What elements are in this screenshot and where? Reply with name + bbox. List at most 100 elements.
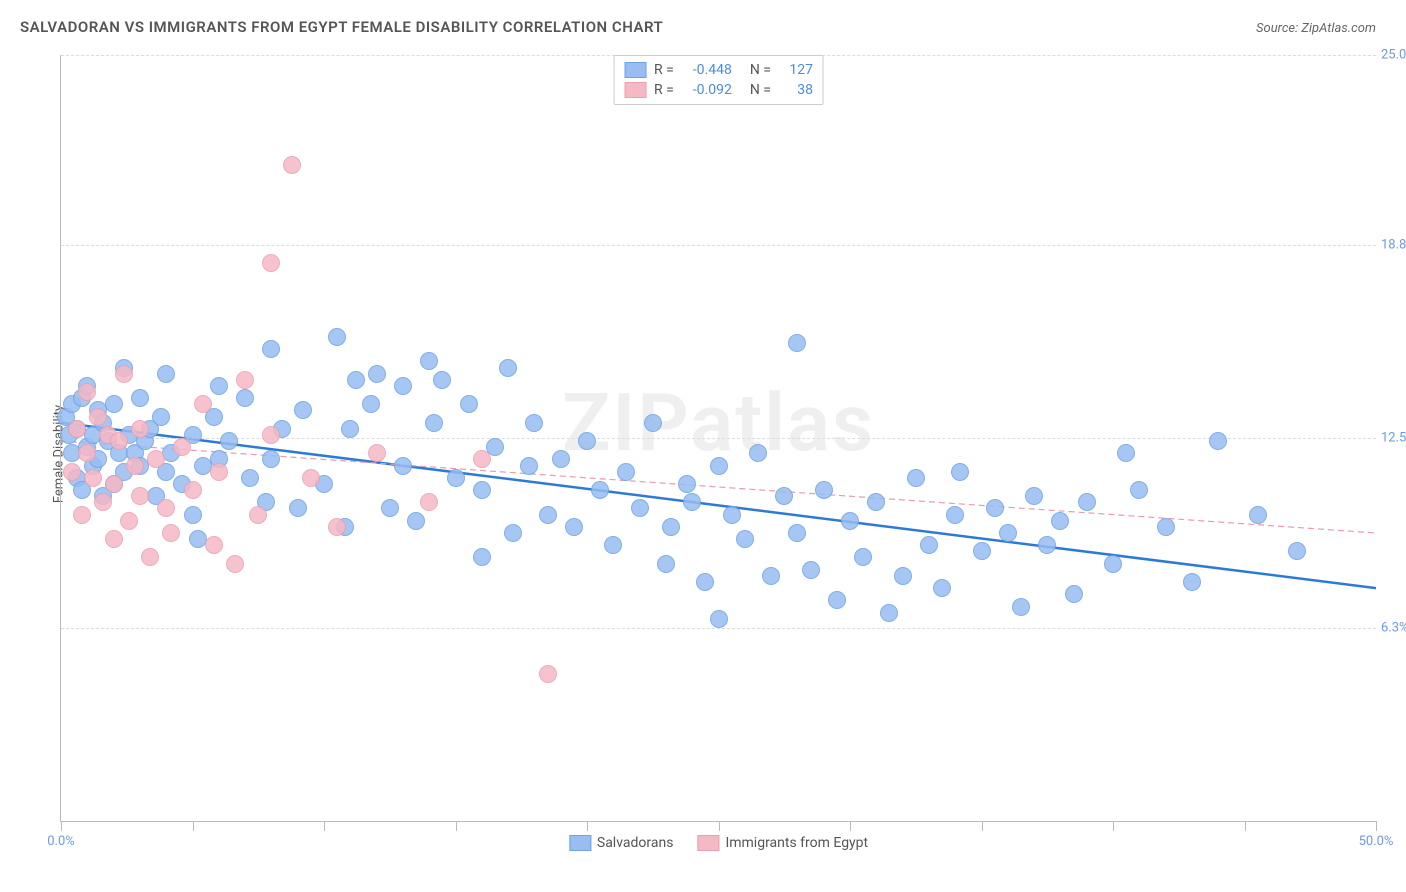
gridline xyxy=(61,628,1376,629)
gridline xyxy=(61,245,1376,246)
x-tick-label: 0.0% xyxy=(47,834,75,849)
data-point xyxy=(723,506,741,524)
data-point xyxy=(94,493,112,511)
data-point xyxy=(173,438,191,456)
data-point xyxy=(394,457,412,475)
data-point xyxy=(194,395,212,413)
data-point xyxy=(262,254,280,272)
data-point xyxy=(226,555,244,573)
data-point xyxy=(420,493,438,511)
data-point xyxy=(644,414,662,432)
data-point xyxy=(328,328,346,346)
legend-n-value: 127 xyxy=(779,62,813,78)
data-point xyxy=(525,414,543,432)
data-point xyxy=(907,469,925,487)
data-point xyxy=(131,487,149,505)
data-point xyxy=(262,340,280,358)
data-point xyxy=(828,591,846,609)
legend-r-value: -0.448 xyxy=(682,62,732,78)
data-point xyxy=(347,371,365,389)
data-point xyxy=(473,548,491,566)
data-point xyxy=(867,493,885,511)
data-point xyxy=(736,530,754,548)
data-point xyxy=(1130,481,1148,499)
legend-n-label: N = xyxy=(750,82,771,98)
data-point xyxy=(368,444,386,462)
data-point xyxy=(1051,512,1069,530)
data-point xyxy=(210,463,228,481)
data-point xyxy=(84,469,102,487)
data-point xyxy=(362,395,380,413)
data-point xyxy=(1038,536,1056,554)
x-tick xyxy=(850,821,851,831)
data-point xyxy=(105,530,123,548)
source-label: Source: ZipAtlas.com xyxy=(1256,21,1376,36)
y-tick-label: 6.3% xyxy=(1381,620,1406,635)
data-point xyxy=(999,524,1017,542)
data-point xyxy=(1012,598,1030,616)
series-legend-item: Immigrants from Egypt xyxy=(697,835,868,851)
data-point xyxy=(241,469,259,487)
legend-row: R =-0.092N =38 xyxy=(624,80,813,100)
data-point xyxy=(1209,432,1227,450)
data-point xyxy=(696,573,714,591)
data-point xyxy=(105,475,123,493)
x-tick xyxy=(456,821,457,831)
data-point xyxy=(68,420,86,438)
data-point xyxy=(683,493,701,511)
data-point xyxy=(141,548,159,566)
data-point xyxy=(407,512,425,530)
data-point xyxy=(854,548,872,566)
legend-swatch xyxy=(624,62,646,78)
data-point xyxy=(341,420,359,438)
data-point xyxy=(157,499,175,517)
x-tick xyxy=(587,821,588,831)
x-tick xyxy=(1113,821,1114,831)
data-point xyxy=(205,536,223,554)
data-point xyxy=(1117,444,1135,462)
gridline xyxy=(61,438,1376,439)
data-point xyxy=(617,463,635,481)
data-point xyxy=(552,450,570,468)
data-point xyxy=(433,371,451,389)
data-point xyxy=(565,518,583,536)
data-point xyxy=(678,475,696,493)
data-point xyxy=(73,506,91,524)
data-point xyxy=(394,377,412,395)
data-point xyxy=(539,665,557,683)
data-point xyxy=(152,408,170,426)
data-point xyxy=(447,469,465,487)
data-point xyxy=(105,395,123,413)
legend-swatch xyxy=(697,835,719,851)
data-point xyxy=(78,444,96,462)
data-point xyxy=(147,450,165,468)
data-point xyxy=(520,457,538,475)
data-point xyxy=(1288,542,1306,560)
data-point xyxy=(184,481,202,499)
data-point xyxy=(262,426,280,444)
chart-container: Female Disability ZIPatlas R =-0.448N =1… xyxy=(20,55,1386,852)
data-point xyxy=(802,561,820,579)
data-point xyxy=(788,334,806,352)
data-point xyxy=(368,365,386,383)
data-point xyxy=(236,371,254,389)
data-point xyxy=(1104,555,1122,573)
data-point xyxy=(775,487,793,505)
data-point xyxy=(162,524,180,542)
legend-r-label: R = xyxy=(654,82,674,98)
y-tick-label: 12.5% xyxy=(1381,431,1406,446)
x-tick-label: 50.0% xyxy=(1359,834,1394,849)
x-tick xyxy=(1376,821,1377,831)
data-point xyxy=(126,457,144,475)
data-point xyxy=(631,499,649,517)
x-tick xyxy=(193,821,194,831)
data-point xyxy=(131,420,149,438)
legend-swatch xyxy=(624,82,646,98)
data-point xyxy=(473,450,491,468)
legend-n-label: N = xyxy=(750,62,771,78)
legend-swatch xyxy=(569,835,591,851)
data-point xyxy=(460,395,478,413)
data-point xyxy=(657,555,675,573)
data-point xyxy=(662,518,680,536)
data-point xyxy=(328,518,346,536)
